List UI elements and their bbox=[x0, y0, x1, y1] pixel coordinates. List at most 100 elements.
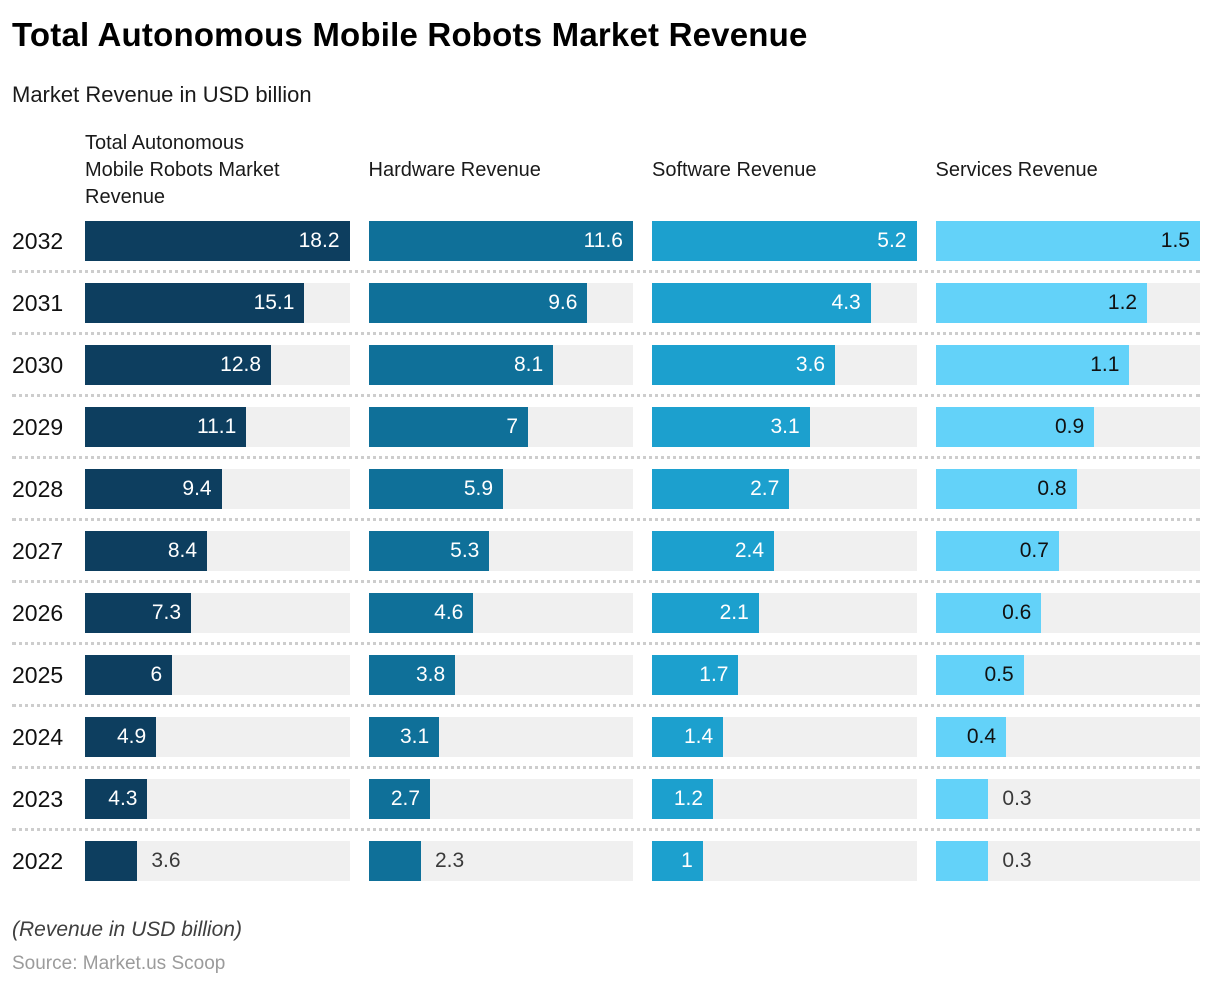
bar-series-1 bbox=[368, 531, 490, 571]
bar-series-0 bbox=[85, 221, 350, 261]
bar-track: 4.3 bbox=[85, 779, 350, 819]
bar-track: 0.9 bbox=[935, 407, 1200, 447]
bar-series-2 bbox=[652, 655, 739, 695]
bar-series-3 bbox=[935, 407, 1095, 447]
bar-track: 1.2 bbox=[935, 283, 1200, 323]
bar-track: 8.1 bbox=[368, 345, 633, 385]
chart-row: 2030 12.8 8.1 3.6 1.1 bbox=[12, 345, 1200, 385]
year-label: 2031 bbox=[12, 289, 64, 316]
bar-track: 1.7 bbox=[652, 655, 917, 695]
bar-value-label: 3.1 bbox=[770, 415, 800, 438]
chart-row: 2023 4.3 2.7 1.2 0.3 bbox=[12, 779, 1200, 819]
chart-row: 2025 6 3.8 1.7 0.5 bbox=[12, 655, 1200, 695]
row-separator bbox=[12, 642, 1200, 645]
bar-track: 0.4 bbox=[935, 717, 1200, 757]
bar-series-1 bbox=[368, 345, 554, 385]
year-label: 2025 bbox=[12, 661, 64, 688]
bar-series-0 bbox=[85, 655, 173, 695]
bar-chart: 2032 18.2 11.6 5.2 1.5 2031 15.1 9.6 4.3 1.2 2030 1… bbox=[12, 221, 1200, 881]
bar-series-2 bbox=[652, 407, 810, 447]
bar-value-label: 0.8 bbox=[1037, 477, 1067, 500]
bar-series-3 bbox=[935, 531, 1059, 571]
bar-track: 12.8 bbox=[85, 345, 350, 385]
bar-track: 2.7 bbox=[368, 779, 633, 819]
bar-value-label: 4.6 bbox=[434, 601, 464, 624]
bar-series-1 bbox=[368, 717, 440, 757]
chart-row: 2032 18.2 11.6 5.2 1.5 bbox=[12, 221, 1200, 261]
year-label: 2028 bbox=[12, 475, 64, 502]
year-label: 2030 bbox=[12, 351, 64, 378]
bar-series-3 bbox=[935, 283, 1148, 323]
bar-value-label: 0.3 bbox=[1002, 849, 1032, 872]
bar-track: 6 bbox=[85, 655, 350, 695]
bar-value-label: 9.4 bbox=[182, 477, 212, 500]
bar-series-3 bbox=[935, 469, 1077, 509]
bar-series-0 bbox=[85, 779, 148, 819]
bar-series-1 bbox=[368, 407, 529, 447]
bar-value-label: 2.3 bbox=[434, 849, 465, 872]
bar-track: 0.8 bbox=[935, 469, 1200, 509]
year-label: 2032 bbox=[12, 227, 64, 254]
bar-value-label: 12.8 bbox=[220, 353, 262, 376]
bar-track: 11.1 bbox=[85, 407, 350, 447]
bar-value-label: 3.8 bbox=[415, 663, 446, 686]
bar-value-label: 1.1 bbox=[1090, 353, 1120, 376]
bar-track: 2.1 bbox=[652, 593, 917, 633]
bar-series-0 bbox=[85, 841, 138, 881]
column-header-software: Software Revenue bbox=[652, 159, 817, 181]
bar-value-label: 5.2 bbox=[877, 229, 907, 252]
revenue-unit-note: (Revenue in USD billion) bbox=[12, 918, 242, 941]
bar-series-3 bbox=[935, 221, 1200, 261]
bar-value-label: 6 bbox=[150, 663, 163, 686]
bar-series-2 bbox=[652, 283, 871, 323]
year-label: 2022 bbox=[12, 847, 64, 874]
chart-row: 2029 11.1 7 3.1 0.9 bbox=[12, 407, 1200, 447]
bar-value-label: 3.6 bbox=[795, 353, 826, 376]
year-label: 2026 bbox=[12, 599, 64, 626]
bar-value-label: 1.7 bbox=[699, 663, 729, 686]
chart-row: 2026 7.3 4.6 2.1 0.6 bbox=[12, 593, 1200, 633]
column-header-total: Total Autonomous Mobile Robots Market Re… bbox=[85, 132, 280, 208]
bar-series-2 bbox=[652, 717, 724, 757]
bar-track: 3.6 bbox=[652, 345, 917, 385]
bar-value-label: 0.4 bbox=[966, 725, 997, 748]
bar-track: 7 bbox=[368, 407, 633, 447]
bar-value-label: 0.9 bbox=[1054, 415, 1085, 438]
bar-series-3 bbox=[935, 841, 989, 881]
bar-track: 4.3 bbox=[652, 283, 917, 323]
bar-series-1 bbox=[368, 779, 431, 819]
year-label: 2027 bbox=[12, 537, 64, 564]
chart-row: 2027 8.4 5.3 2.4 0.7 bbox=[12, 531, 1200, 571]
bar-series-0 bbox=[85, 345, 272, 385]
bar-value-label: 2.1 bbox=[719, 601, 749, 624]
row-separator bbox=[12, 580, 1200, 583]
bar-series-0 bbox=[85, 469, 222, 509]
bar-value-label: 1.2 bbox=[1107, 291, 1138, 314]
bar-track: 4.6 bbox=[368, 593, 633, 633]
bar-series-3 bbox=[935, 345, 1130, 385]
bar-value-label: 7.3 bbox=[151, 601, 182, 624]
bar-track: 8.4 bbox=[85, 531, 350, 571]
row-separator bbox=[12, 332, 1200, 335]
bar-track: 7.3 bbox=[85, 593, 350, 633]
bar-value-label: 0.5 bbox=[984, 663, 1014, 686]
bar-series-2 bbox=[652, 531, 775, 571]
bar-track: 0.7 bbox=[935, 531, 1200, 571]
column-headers: Total Autonomous Mobile Robots Market Re… bbox=[12, 130, 1200, 211]
bar-track: 15.1 bbox=[85, 283, 350, 323]
bar-track: 0.5 bbox=[935, 655, 1200, 695]
column-header-services: Services Revenue bbox=[935, 159, 1098, 181]
bar-track: 1.2 bbox=[652, 779, 917, 819]
bar-value-label: 15.1 bbox=[253, 291, 295, 314]
source-credit: Source: Market.us Scoop bbox=[12, 953, 226, 974]
bar-series-3 bbox=[935, 717, 1007, 757]
bar-value-label: 4.9 bbox=[117, 725, 147, 748]
bar-series-1 bbox=[368, 221, 633, 261]
bar-track: 4.9 bbox=[85, 717, 350, 757]
year-label: 2023 bbox=[12, 785, 64, 812]
bar-series-0 bbox=[85, 283, 305, 323]
year-label: 2024 bbox=[12, 723, 64, 750]
bar-value-label: 2.4 bbox=[734, 539, 765, 562]
chart-row: 2022 3.6 2.3 1 0.3 bbox=[12, 841, 1200, 881]
